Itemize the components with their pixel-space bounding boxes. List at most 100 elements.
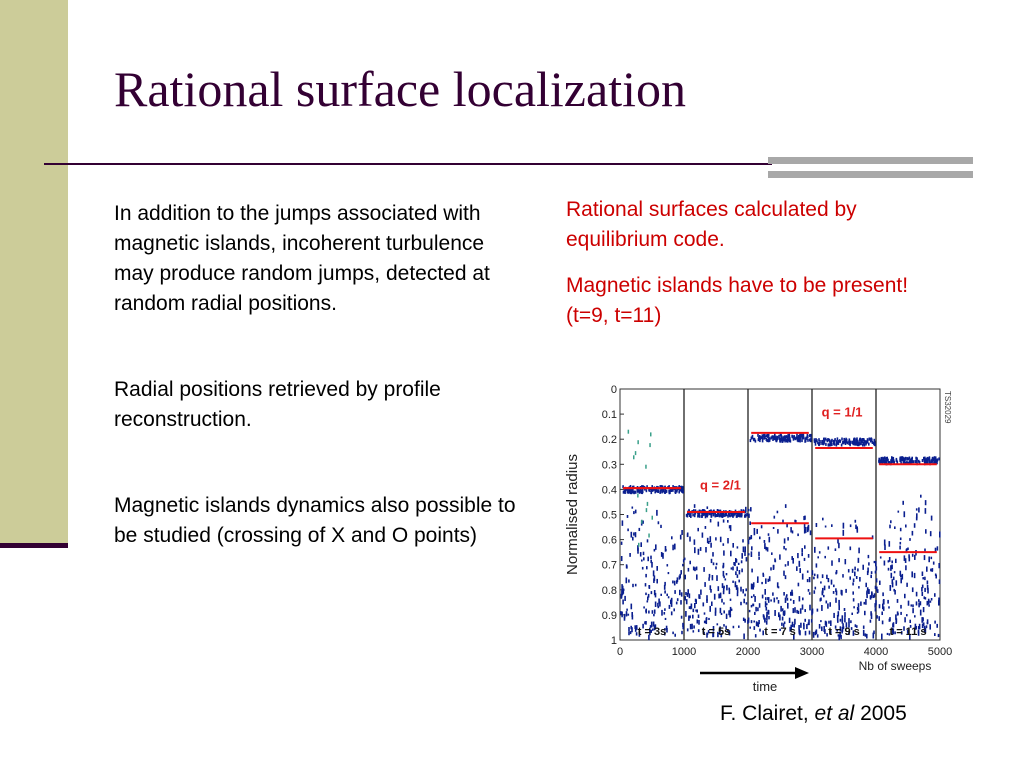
turbulence-point xyxy=(911,553,914,557)
turbulence-point xyxy=(841,620,844,624)
turbulence-point xyxy=(639,552,642,557)
turbulence-point xyxy=(729,609,732,613)
turbulence-point xyxy=(804,618,806,622)
turbulence-point xyxy=(892,576,895,581)
turbulence-point xyxy=(816,574,819,579)
turbulence-point xyxy=(793,624,795,628)
window-time-label: t = 5s xyxy=(702,626,730,638)
turbulence-point xyxy=(636,627,638,630)
turbulence-point xyxy=(689,560,691,565)
island-trace-point xyxy=(784,437,786,441)
island-trace-point xyxy=(772,435,774,439)
turbulence-point xyxy=(702,602,705,607)
turbulence-point xyxy=(728,589,731,595)
turbulence-point xyxy=(630,603,633,610)
turbulence-point xyxy=(891,564,893,570)
turbulence-point xyxy=(842,574,844,578)
island-trace-point xyxy=(910,457,913,461)
turbulence-point xyxy=(708,573,711,578)
turbulence-point xyxy=(694,547,696,554)
turbulence-point xyxy=(842,522,845,529)
turbulence-point xyxy=(879,556,882,559)
turbulence-point xyxy=(800,622,802,628)
island-trace-point xyxy=(799,436,801,440)
island-trace-point xyxy=(796,433,798,437)
turbulence-point xyxy=(675,601,678,605)
turbulence-point xyxy=(835,570,838,574)
turbulence-point xyxy=(652,570,655,577)
island-trace-point xyxy=(682,490,684,494)
island-trace-point xyxy=(842,441,844,445)
turbulence-point xyxy=(776,597,778,600)
turbulence-point xyxy=(760,525,763,529)
island-trace-point xyxy=(911,456,913,460)
island-trace-point xyxy=(740,512,743,516)
turbulence-point xyxy=(755,621,758,627)
turbulence-point xyxy=(807,524,810,531)
island-trace-point xyxy=(740,509,743,513)
island-trace-point xyxy=(931,458,934,462)
turbulence-point xyxy=(723,550,725,556)
turbulence-point xyxy=(744,550,746,556)
turbulence-point xyxy=(802,597,804,601)
island-trace-point xyxy=(774,437,776,441)
island-trace-point xyxy=(679,488,681,492)
island-trace-point xyxy=(664,488,666,492)
turbulence-point xyxy=(634,532,637,538)
turbulence-point xyxy=(648,610,650,614)
island-trace-point xyxy=(935,459,937,463)
title-rule-accent-top xyxy=(768,157,973,164)
turbulence-point xyxy=(784,575,787,580)
turbulence-point xyxy=(830,579,833,585)
turbulence-point xyxy=(703,567,705,572)
x-tick-label: 4000 xyxy=(864,646,888,658)
turbulence-point xyxy=(808,630,811,635)
turbulence-point xyxy=(728,525,731,529)
island-trace-point xyxy=(843,440,845,444)
island-trace-point xyxy=(845,438,848,442)
island-trace-point xyxy=(810,433,812,437)
island-trace-point xyxy=(874,443,876,447)
turbulence-point xyxy=(792,600,795,604)
island-trace-point xyxy=(904,456,907,460)
turbulence-point xyxy=(870,571,873,574)
turbulence-point xyxy=(697,548,700,555)
turbulence-point xyxy=(753,620,755,623)
island-trace-point xyxy=(865,441,868,444)
island-trace-point xyxy=(823,437,825,441)
island-trace-point xyxy=(900,458,903,462)
turbulence-point xyxy=(830,620,832,626)
turbulence-point xyxy=(899,541,902,545)
turbulence-point xyxy=(803,624,805,630)
island-trace-point xyxy=(835,443,838,447)
island-trace-point xyxy=(804,439,807,443)
turbulence-point xyxy=(697,614,700,618)
turbulence-point xyxy=(679,534,682,540)
turbulence-point xyxy=(664,631,666,636)
y-tick-label: 0.6 xyxy=(602,535,617,547)
turbulence-point xyxy=(791,592,794,596)
turbulence-point xyxy=(635,625,638,628)
turbulence-point xyxy=(754,611,756,615)
island-trace-point xyxy=(761,439,764,443)
turbulence-point xyxy=(779,628,781,631)
turbulence-point xyxy=(868,589,870,595)
island-trace-point xyxy=(833,439,836,443)
island-trace-point xyxy=(848,438,851,442)
turbulence-point xyxy=(641,566,644,570)
turbulence-point xyxy=(930,568,932,572)
turbulence-point xyxy=(924,508,927,514)
turbulence-point xyxy=(839,632,841,638)
turbulence-point xyxy=(911,571,913,578)
turbulence-point xyxy=(781,616,784,621)
island-trace-point xyxy=(662,488,665,492)
island-trace-point xyxy=(792,437,795,441)
island-trace-point xyxy=(757,433,759,437)
turbulence-point xyxy=(882,599,885,605)
turbulence-point xyxy=(912,608,914,614)
y-tick-label: 0.8 xyxy=(602,585,617,597)
turbulence-point xyxy=(794,519,796,523)
island-trace-point xyxy=(830,441,832,445)
turbulence-point xyxy=(758,551,760,557)
island-trace-point xyxy=(915,460,917,464)
